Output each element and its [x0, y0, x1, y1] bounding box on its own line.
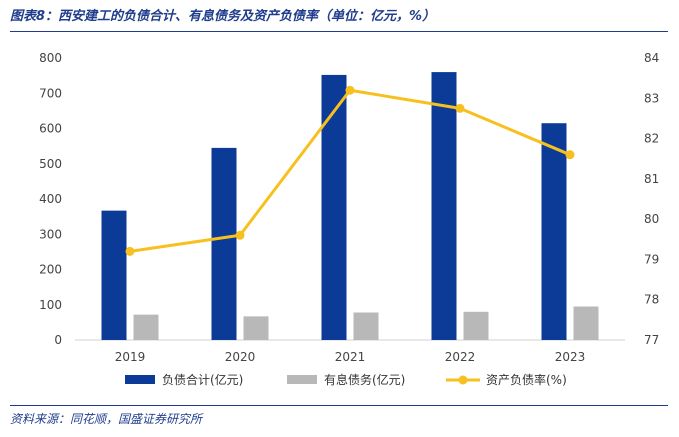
right-axis: 77 78 79 80 81 82 83 84: [644, 51, 659, 347]
left-axis: 0 100 200 300 400 500 600 700 800: [39, 51, 62, 347]
x-tick-label: 2019: [115, 350, 146, 364]
bar-interest-debt: [353, 312, 379, 340]
source-rule: [10, 405, 668, 406]
right-tick-label: 77: [644, 333, 659, 347]
ratio-point: [565, 150, 575, 160]
right-tick-label: 82: [644, 132, 659, 146]
bars: [101, 72, 599, 341]
bar-total-debt: [211, 147, 237, 340]
left-tick-label: 200: [39, 263, 62, 277]
right-tick-label: 81: [644, 172, 659, 186]
ratio-point: [235, 230, 245, 240]
ratio-point: [345, 85, 355, 95]
bar-total-debt: [321, 74, 347, 341]
right-tick-label: 79: [644, 252, 659, 266]
legend-swatch-interest-debt: [287, 375, 317, 384]
x-tick-label: 2021: [335, 350, 366, 364]
ratio-line-series: [125, 85, 575, 256]
bar-total-debt: [431, 72, 457, 340]
legend-swatch-ratio-point: [458, 375, 468, 385]
chart-title: 图表8：西安建工的负债合计、有息债务及资产负债率（单位：亿元，%）: [10, 9, 436, 24]
legend-label-ratio: 资产负债率(%): [486, 372, 567, 387]
bar-interest-debt: [463, 311, 489, 340]
bar-total-debt: [541, 123, 567, 341]
right-tick-label: 80: [644, 212, 659, 226]
bar-total-debt: [101, 210, 127, 340]
left-tick-label: 700: [39, 86, 62, 100]
right-tick-label: 83: [644, 91, 659, 105]
legend-label-total-debt: 负债合计(亿元): [162, 372, 243, 387]
legend-swatch-total-debt: [125, 375, 155, 384]
legend: 负债合计(亿元) 有息债务(亿元) 资产负债率(%): [125, 372, 567, 387]
title-rule: [10, 31, 668, 32]
ratio-point: [455, 103, 465, 113]
x-tick-label: 2022: [445, 350, 476, 364]
ratio-line: [129, 88, 571, 253]
left-tick-label: 600: [39, 122, 62, 136]
left-tick-label: 400: [39, 192, 62, 206]
left-tick-label: 100: [39, 298, 62, 312]
left-tick-label: 800: [39, 51, 62, 65]
left-tick-label: 300: [39, 227, 62, 241]
left-tick-label: 500: [39, 157, 62, 171]
chart: 0 100 200 300 400 500 600 700 800 77 78 79 80 81 82 83…: [39, 51, 659, 387]
x-tick-label: 2020: [225, 350, 256, 364]
ratio-point: [125, 246, 135, 256]
bar-interest-debt: [133, 314, 159, 340]
bar-interest-debt: [243, 316, 269, 340]
bar-interest-debt: [573, 306, 599, 340]
right-tick-label: 84: [644, 51, 659, 65]
left-tick-label: 0: [54, 333, 62, 347]
source-note: 资料来源：同花顺，国盛证券研究所: [10, 412, 203, 426]
right-tick-label: 78: [644, 293, 659, 307]
x-axis: 2019 2020 2021 2022 2023: [115, 350, 586, 364]
x-tick-label: 2023: [555, 350, 586, 364]
legend-label-interest-debt: 有息债务(亿元): [324, 372, 405, 387]
